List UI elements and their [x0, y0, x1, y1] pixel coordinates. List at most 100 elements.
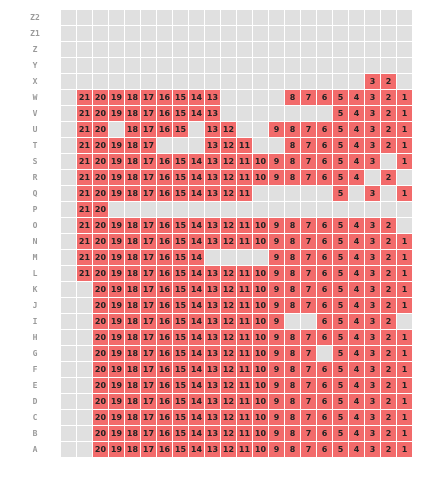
seat[interactable]: 19: [109, 234, 124, 249]
seat[interactable]: 9: [269, 314, 284, 329]
seat[interactable]: 7: [301, 442, 316, 457]
seat[interactable]: 18: [125, 266, 140, 281]
seat[interactable]: 10: [253, 170, 268, 185]
seat[interactable]: 10: [253, 378, 268, 393]
seat[interactable]: 10: [253, 282, 268, 297]
seat[interactable]: 6: [317, 378, 332, 393]
seat[interactable]: 11: [237, 442, 252, 457]
seat[interactable]: 2: [381, 218, 396, 233]
seat[interactable]: 4: [349, 106, 364, 121]
seat[interactable]: 18: [125, 394, 140, 409]
seat[interactable]: 7: [301, 234, 316, 249]
seat[interactable]: 7: [301, 346, 316, 361]
seat[interactable]: 4: [349, 122, 364, 137]
seat[interactable]: 6: [317, 394, 332, 409]
seat[interactable]: 4: [349, 442, 364, 457]
seat[interactable]: 20: [93, 394, 108, 409]
seat[interactable]: 3: [365, 410, 380, 425]
seat[interactable]: 3: [365, 234, 380, 249]
seat[interactable]: 8: [285, 330, 300, 345]
seat[interactable]: 11: [237, 154, 252, 169]
seat[interactable]: 6: [317, 250, 332, 265]
seat[interactable]: 17: [141, 106, 156, 121]
seat[interactable]: 7: [301, 362, 316, 377]
seat[interactable]: 16: [157, 106, 172, 121]
seat[interactable]: 15: [173, 250, 188, 265]
seat[interactable]: 10: [253, 442, 268, 457]
seat[interactable]: 10: [253, 314, 268, 329]
seat[interactable]: 13: [205, 394, 220, 409]
seat[interactable]: 18: [125, 410, 140, 425]
seat[interactable]: 18: [125, 90, 140, 105]
seat[interactable]: 14: [189, 106, 204, 121]
seat[interactable]: 13: [205, 426, 220, 441]
seat[interactable]: 3: [365, 314, 380, 329]
seat[interactable]: 16: [157, 394, 172, 409]
seat[interactable]: 4: [349, 170, 364, 185]
seat[interactable]: 17: [141, 234, 156, 249]
seat[interactable]: 7: [301, 426, 316, 441]
seat[interactable]: 4: [349, 138, 364, 153]
seat[interactable]: 2: [381, 298, 396, 313]
seat[interactable]: 15: [173, 442, 188, 457]
seat[interactable]: 8: [285, 442, 300, 457]
seat[interactable]: 4: [349, 346, 364, 361]
seat[interactable]: 9: [269, 250, 284, 265]
seat[interactable]: 17: [141, 426, 156, 441]
seat[interactable]: 15: [173, 282, 188, 297]
seat[interactable]: 13: [205, 346, 220, 361]
seat[interactable]: 18: [125, 282, 140, 297]
seat[interactable]: 19: [109, 426, 124, 441]
seat[interactable]: 16: [157, 250, 172, 265]
seat[interactable]: 11: [237, 218, 252, 233]
seat[interactable]: 16: [157, 282, 172, 297]
seat[interactable]: 9: [269, 346, 284, 361]
seat[interactable]: 16: [157, 330, 172, 345]
seat[interactable]: 7: [301, 122, 316, 137]
seat[interactable]: 20: [93, 250, 108, 265]
seat[interactable]: 7: [301, 170, 316, 185]
seat[interactable]: 8: [285, 250, 300, 265]
seat[interactable]: 19: [109, 90, 124, 105]
seat[interactable]: 16: [157, 186, 172, 201]
seat[interactable]: 11: [237, 186, 252, 201]
seat[interactable]: 1: [397, 138, 412, 153]
seat[interactable]: 15: [173, 154, 188, 169]
seat[interactable]: 11: [237, 362, 252, 377]
seat[interactable]: 2: [381, 346, 396, 361]
seat[interactable]: 11: [237, 234, 252, 249]
seat[interactable]: 9: [269, 410, 284, 425]
seat[interactable]: 9: [269, 154, 284, 169]
seat[interactable]: 19: [109, 410, 124, 425]
seat[interactable]: 8: [285, 346, 300, 361]
seat[interactable]: 6: [317, 90, 332, 105]
seat[interactable]: 6: [317, 362, 332, 377]
seat[interactable]: 18: [125, 346, 140, 361]
seat[interactable]: 3: [365, 122, 380, 137]
seat[interactable]: 5: [333, 442, 348, 457]
seat[interactable]: 12: [221, 378, 236, 393]
seat[interactable]: 11: [237, 282, 252, 297]
seat[interactable]: 9: [269, 170, 284, 185]
seat[interactable]: 13: [205, 362, 220, 377]
seat[interactable]: 13: [205, 378, 220, 393]
seat[interactable]: 3: [365, 218, 380, 233]
seat[interactable]: 13: [205, 90, 220, 105]
seat[interactable]: 14: [189, 266, 204, 281]
seat[interactable]: 11: [237, 266, 252, 281]
seat[interactable]: 14: [189, 282, 204, 297]
seat[interactable]: 17: [141, 346, 156, 361]
seat[interactable]: 3: [365, 138, 380, 153]
seat[interactable]: 2: [381, 330, 396, 345]
seat[interactable]: 19: [109, 346, 124, 361]
seat[interactable]: 1: [397, 122, 412, 137]
seat[interactable]: 15: [173, 234, 188, 249]
seat[interactable]: 9: [269, 362, 284, 377]
seat[interactable]: 8: [285, 218, 300, 233]
seat[interactable]: 8: [285, 410, 300, 425]
seat[interactable]: 4: [349, 314, 364, 329]
seat[interactable]: 3: [365, 330, 380, 345]
seat[interactable]: 13: [205, 314, 220, 329]
seat[interactable]: 14: [189, 394, 204, 409]
seat[interactable]: 12: [221, 154, 236, 169]
